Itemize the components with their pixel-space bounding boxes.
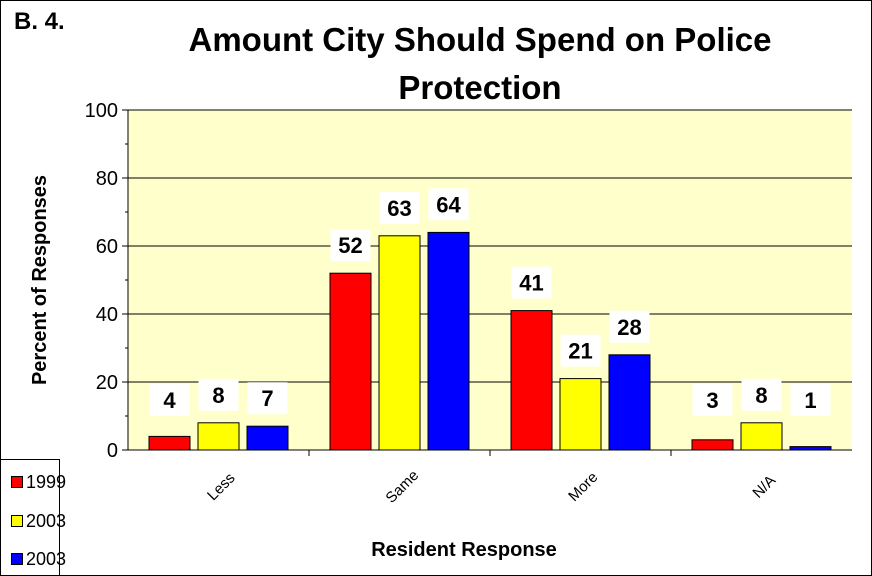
x-tick-label: Same: [382, 467, 422, 507]
figure-label: B. 4.: [14, 8, 65, 35]
x-tick-label: More: [565, 469, 601, 505]
data-label-bg: [609, 310, 650, 343]
legend-label: 2003: [26, 510, 67, 531]
data-label: 21: [568, 339, 592, 364]
bar: [197, 422, 240, 451]
legend-swatch-yellow: [11, 515, 23, 527]
legend-item-2003-yellow: 2003: [11, 511, 66, 531]
bar: [608, 354, 651, 451]
data-label-bg: [149, 384, 190, 416]
data-label: 3: [706, 388, 718, 413]
bar: [246, 425, 289, 451]
y-axis-title: Percent of Responses: [29, 175, 51, 385]
bar: [691, 439, 734, 451]
y-tick-label: 60: [96, 236, 118, 258]
legend-item-2003-blue: 2003: [11, 549, 66, 569]
data-label: 7: [261, 386, 273, 411]
y-tick-label: 0: [107, 440, 118, 462]
data-label-bg: [692, 384, 733, 416]
legend-label: 2003: [26, 548, 67, 569]
data-label: 28: [617, 315, 641, 340]
data-label: 4: [163, 388, 176, 413]
chart-title: Amount City Should Spend on Police Prote…: [188, 21, 772, 106]
data-label: 64: [436, 192, 461, 217]
y-tick-label: 40: [96, 304, 118, 326]
data-label-bg: [741, 378, 782, 411]
x-tick-label: Less: [204, 470, 238, 504]
bar: [378, 235, 421, 451]
data-label: 41: [519, 271, 543, 296]
data-label-bg: [198, 378, 239, 411]
bar: [740, 422, 783, 451]
data-label-bg: [428, 188, 469, 221]
bar: [427, 231, 470, 451]
bar: [329, 272, 372, 451]
data-label-bg: [330, 229, 371, 262]
bar: [559, 378, 602, 451]
data-label: 52: [338, 233, 362, 258]
legend-swatch-red: [11, 476, 23, 488]
legend: 1999 2003 2003: [0, 459, 66, 576]
x-tick-label: N/A: [749, 472, 779, 502]
data-label-bg: [379, 191, 420, 224]
legend-label: 1999: [26, 471, 67, 492]
data-label: 1: [804, 388, 816, 413]
data-label: 8: [755, 383, 767, 408]
data-label-bg: [790, 384, 831, 416]
data-label: 8: [212, 383, 224, 408]
data-label: 63: [387, 196, 411, 221]
y-tick-label: 20: [96, 372, 118, 394]
data-label-bg: [560, 334, 601, 367]
bar: [148, 435, 191, 451]
bar: [510, 310, 553, 451]
x-axis-title: Resident Response: [371, 539, 557, 561]
bar: [789, 446, 832, 451]
y-tick-label: 100: [85, 100, 118, 122]
data-label-bg: [247, 382, 288, 415]
y-tick-label: 80: [96, 168, 118, 190]
legend-item-1999: 1999: [11, 472, 66, 492]
legend-swatch-blue: [11, 553, 23, 565]
data-label-bg: [511, 266, 552, 299]
